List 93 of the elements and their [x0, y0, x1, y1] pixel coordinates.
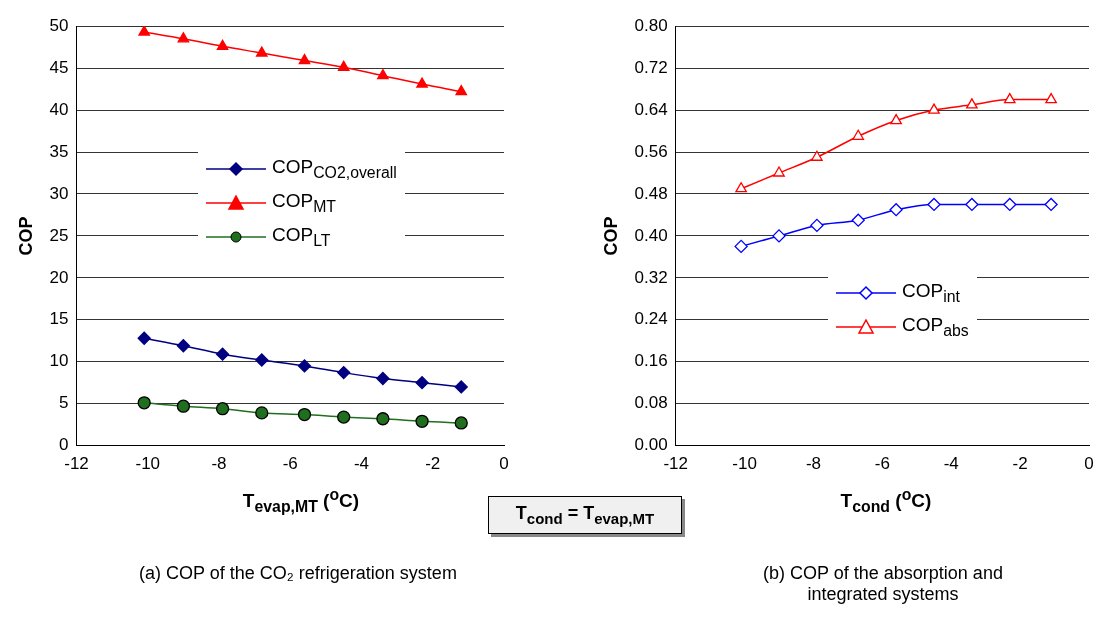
- y-tick-label: 0.48: [634, 183, 668, 203]
- y-tick-label: 0: [59, 435, 69, 455]
- point: [735, 182, 747, 193]
- point: [415, 414, 429, 428]
- point: [1003, 92, 1016, 104]
- y-tick-label: 5: [59, 393, 69, 413]
- point: [376, 412, 390, 426]
- x-tick-label: -2: [425, 454, 441, 474]
- point: [255, 406, 269, 420]
- legend-label: COP$_{int}$: [902, 280, 960, 306]
- y-tick-label: 0.08: [634, 393, 668, 413]
- point: [215, 402, 230, 416]
- y-tick-label: 0.64: [634, 99, 668, 119]
- y-tick-label: 0.56: [634, 141, 668, 161]
- legend-label: COP$_{abs}$: [902, 314, 969, 340]
- y-tick-label: 50: [49, 15, 69, 35]
- y-tick-label: 0.72: [634, 57, 668, 77]
- point: [928, 103, 940, 114]
- point: [852, 129, 865, 140]
- point: [255, 353, 269, 367]
- y-axis-title: COP: [15, 216, 36, 256]
- x-axis-title: T$_{cond}$ ($^{o}$C): [839, 486, 933, 517]
- point: [965, 197, 979, 212]
- x-tick-label: -10: [135, 454, 161, 474]
- y-tick-label: 0.00: [634, 435, 668, 455]
- x-tick-label: -8: [805, 454, 822, 474]
- y-tick-label: 45: [49, 57, 69, 77]
- point: [137, 331, 151, 345]
- x-tick-label: -6: [874, 454, 890, 474]
- legend-label: COP$_{MT}$: [272, 190, 337, 216]
- point: [927, 197, 941, 212]
- text: (a) COP of the CO₂ refrigeration system: [138, 563, 458, 584]
- point: [376, 371, 390, 386]
- point: [255, 46, 268, 57]
- y-tick-label: 20: [49, 267, 69, 287]
- y-tick-label: 0.32: [634, 267, 668, 287]
- point: [454, 380, 468, 394]
- y-axis-title: COP: [600, 216, 621, 256]
- point: [176, 339, 191, 353]
- point: [1003, 197, 1017, 212]
- point: [773, 166, 785, 177]
- text: (b) COP of the absorption and integrated systems: [762, 563, 1004, 605]
- point: [337, 60, 350, 71]
- y-tick-label: 0.24: [634, 309, 668, 329]
- point: [416, 77, 428, 88]
- text: T$_{cond}$ = T$_{evap,MT}$: [488, 496, 682, 534]
- point: [811, 150, 823, 161]
- x-tick-label: -12: [64, 454, 89, 474]
- point: [337, 410, 351, 424]
- point: [1045, 92, 1057, 104]
- x-tick-label: 0: [1084, 454, 1094, 474]
- point: [177, 32, 190, 43]
- x-tick-label: -4: [943, 454, 959, 474]
- y-tick-label: 35: [49, 141, 69, 161]
- point: [772, 229, 786, 243]
- y-tick-label: 30: [49, 183, 69, 203]
- point: [138, 26, 151, 36]
- x-axis-title: T$_{evap,MT}$ ($^{o}$C): [241, 486, 361, 517]
- point: [454, 416, 468, 430]
- point: [298, 53, 311, 65]
- point: [455, 84, 468, 96]
- point: [216, 39, 229, 50]
- point: [734, 239, 748, 254]
- x-tick-label: 0: [499, 454, 509, 474]
- point: [966, 98, 978, 109]
- y-tick-label: 40: [49, 99, 69, 119]
- point: [176, 399, 191, 413]
- point: [137, 396, 151, 410]
- y-tick-label: 0.80: [634, 15, 668, 35]
- point: [851, 213, 865, 227]
- point: [337, 365, 351, 380]
- y-tick-label: 15: [49, 309, 69, 329]
- x-tick-label: -10: [732, 454, 757, 474]
- legend-label: COP$_{LT}$: [272, 224, 331, 250]
- x-tick-label: -4: [353, 454, 370, 474]
- point: [377, 69, 389, 80]
- legend-label: COP$_{CO2,overall}$: [272, 156, 397, 182]
- y-tick-label: 0.40: [634, 225, 668, 245]
- point: [415, 376, 429, 390]
- point: [890, 113, 902, 125]
- x-tick-label: -6: [282, 454, 298, 474]
- point: [810, 218, 824, 233]
- x-tick-label: -2: [1012, 454, 1028, 474]
- point: [1044, 197, 1058, 212]
- point: [889, 203, 903, 217]
- point: [297, 359, 312, 373]
- point: [215, 347, 230, 361]
- y-tick-label: 25: [49, 225, 69, 245]
- x-tick-label: -12: [663, 454, 688, 474]
- y-tick-label: 0.16: [634, 351, 668, 371]
- x-tick-label: -8: [211, 454, 227, 474]
- y-tick-label: 10: [49, 351, 69, 371]
- point: [297, 407, 312, 422]
